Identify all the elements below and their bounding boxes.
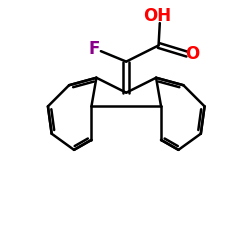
Text: OH: OH [143,7,172,25]
Text: F: F [88,40,100,58]
Text: O: O [186,45,200,63]
